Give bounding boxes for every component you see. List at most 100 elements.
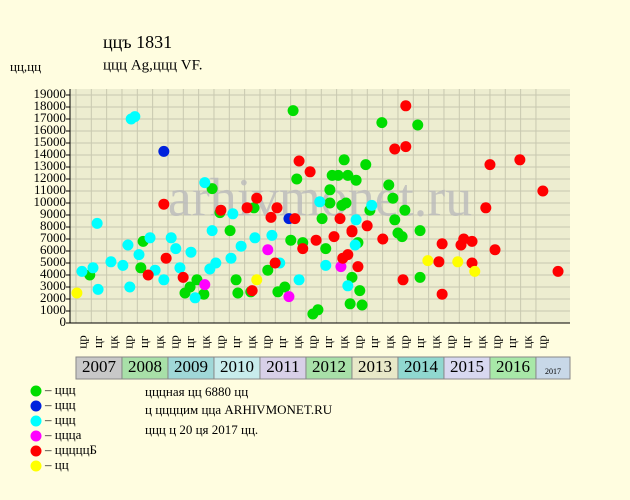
period-label: цр — [443, 335, 458, 348]
point — [436, 288, 448, 300]
point — [210, 257, 222, 269]
period-label: цг — [412, 336, 427, 348]
point — [436, 238, 448, 250]
point — [324, 184, 336, 196]
period-label: цг — [228, 336, 243, 348]
period-label: цг — [366, 336, 381, 348]
point — [354, 285, 366, 297]
point — [249, 232, 261, 244]
point — [316, 213, 328, 225]
point — [400, 100, 412, 112]
point — [344, 298, 356, 310]
point — [262, 244, 274, 256]
point — [285, 234, 297, 246]
point — [458, 233, 470, 245]
point — [414, 225, 426, 237]
point — [297, 243, 309, 255]
point — [269, 257, 281, 269]
period-label: цг — [274, 336, 289, 348]
y-tick-label: 2000 — [40, 290, 66, 305]
y-tick-label: 3000 — [40, 278, 66, 293]
point — [552, 265, 564, 277]
point — [537, 185, 549, 197]
point — [489, 244, 501, 256]
point — [160, 252, 172, 264]
legend-label: – ццц — [44, 397, 76, 412]
point — [466, 235, 478, 247]
y-axis-label: цц,цц — [10, 59, 41, 74]
point — [291, 173, 303, 185]
note: ццц ц 20 ця 2017 цц. — [145, 422, 258, 437]
point — [144, 232, 156, 244]
year-label: 2012 — [312, 357, 346, 376]
point — [184, 281, 196, 293]
point — [452, 256, 464, 268]
period-label: цр — [259, 335, 274, 348]
point — [466, 257, 478, 269]
y-tick-label: 10000 — [34, 194, 67, 209]
year-label: 2015 — [450, 357, 484, 376]
point — [396, 231, 408, 243]
period-label: цг — [320, 336, 335, 348]
point — [352, 261, 364, 273]
y-tick-label: 7000 — [40, 230, 66, 245]
point — [334, 213, 346, 225]
point — [289, 213, 301, 225]
year-label: 2014 — [404, 357, 439, 376]
point — [158, 198, 170, 210]
point — [158, 274, 170, 286]
period-label: цк — [243, 335, 258, 349]
legend-marker — [30, 415, 42, 427]
point — [389, 143, 401, 155]
point — [206, 225, 218, 237]
point — [389, 214, 401, 226]
point — [338, 154, 350, 166]
y-tick-label: 16000 — [34, 122, 67, 137]
y-tick-label: 15000 — [34, 134, 67, 149]
y-tick-label: 12000 — [34, 170, 67, 185]
point — [87, 262, 99, 274]
point — [266, 229, 278, 241]
point — [361, 220, 373, 232]
year-label: 2011 — [266, 357, 299, 376]
y-tick-label: 1000 — [40, 302, 66, 317]
point — [350, 174, 362, 186]
point — [342, 169, 354, 181]
point — [287, 105, 299, 117]
point — [232, 287, 244, 299]
period-label: цк — [381, 335, 396, 349]
year-label: 2010 — [220, 357, 254, 376]
point — [422, 255, 434, 267]
period-label: цг — [136, 336, 151, 348]
y-tick-label: 0 — [60, 314, 67, 329]
point — [328, 231, 340, 243]
period-label: цк — [289, 335, 304, 349]
point — [185, 246, 197, 258]
point — [332, 169, 344, 181]
y-tick-label: 14000 — [34, 146, 67, 161]
year-label: 2017 — [545, 367, 561, 376]
point — [199, 279, 211, 291]
period-label: цг — [90, 336, 105, 348]
year-label: 2007 — [82, 357, 117, 376]
point — [399, 204, 411, 216]
legend-label: – ццц — [44, 382, 76, 397]
year-label: 2008 — [128, 357, 162, 376]
point — [251, 274, 263, 286]
year-label: 2013 — [358, 357, 392, 376]
point — [198, 288, 210, 300]
point — [124, 281, 136, 293]
period-label: цр — [397, 335, 412, 348]
year-label: 2016 — [496, 357, 530, 376]
point — [215, 204, 227, 216]
legend-marker — [30, 400, 42, 412]
period-label: цк — [473, 335, 488, 349]
period-label: цк — [427, 335, 442, 349]
chart-subtitle: ццц Ag,ццц VF. — [103, 57, 202, 73]
y-tick-label: 9000 — [40, 206, 66, 221]
period-label: цг — [182, 336, 197, 348]
point — [177, 271, 189, 283]
point — [117, 259, 129, 271]
period-label: цк — [335, 335, 350, 349]
